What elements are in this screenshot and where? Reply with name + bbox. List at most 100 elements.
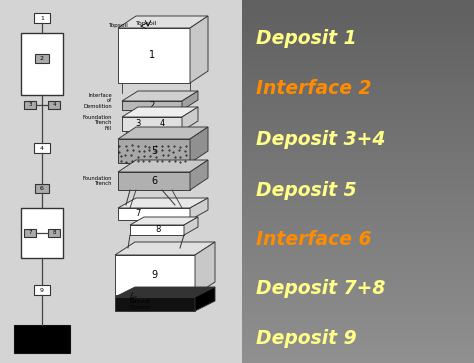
Text: 5: 5 xyxy=(151,146,157,156)
Bar xyxy=(242,93,474,94)
Bar xyxy=(242,76,474,77)
Bar xyxy=(242,59,474,60)
Bar xyxy=(242,295,474,296)
Bar xyxy=(242,173,474,174)
Bar xyxy=(242,217,474,218)
Bar xyxy=(242,64,474,65)
Bar xyxy=(242,21,474,22)
Bar xyxy=(242,84,474,85)
Text: 3: 3 xyxy=(28,102,32,107)
Bar xyxy=(242,285,474,286)
Bar xyxy=(242,83,474,84)
Bar xyxy=(242,204,474,205)
Bar xyxy=(242,44,474,45)
Polygon shape xyxy=(118,160,208,172)
Bar xyxy=(242,322,474,323)
Bar xyxy=(242,32,474,33)
Bar xyxy=(242,341,474,342)
Text: 9: 9 xyxy=(151,270,157,280)
Bar xyxy=(242,19,474,20)
Bar xyxy=(242,319,474,320)
Bar xyxy=(242,339,474,340)
Bar xyxy=(242,256,474,257)
Bar xyxy=(242,286,474,287)
Bar xyxy=(242,267,474,268)
Bar xyxy=(242,179,474,180)
Bar xyxy=(242,46,474,47)
Bar xyxy=(242,152,474,153)
Bar xyxy=(242,171,474,172)
Bar xyxy=(242,54,474,55)
Bar xyxy=(242,73,474,74)
Bar xyxy=(242,324,474,325)
Bar xyxy=(242,144,474,145)
Bar xyxy=(242,197,474,198)
Bar xyxy=(242,215,474,216)
Bar xyxy=(242,137,474,138)
Text: Deposit 3+4: Deposit 3+4 xyxy=(256,130,385,149)
Bar xyxy=(242,185,474,186)
Bar xyxy=(242,312,474,313)
Bar xyxy=(242,127,474,128)
Bar xyxy=(242,65,474,66)
Bar xyxy=(242,261,474,262)
Polygon shape xyxy=(195,242,215,295)
Bar xyxy=(242,191,474,192)
Bar xyxy=(242,242,474,243)
Bar xyxy=(242,158,474,159)
Bar xyxy=(242,88,474,89)
Bar xyxy=(242,290,474,291)
Bar xyxy=(242,251,474,252)
Polygon shape xyxy=(115,297,195,311)
Bar xyxy=(242,265,474,266)
Bar xyxy=(242,167,474,168)
Bar xyxy=(242,213,474,214)
Bar xyxy=(242,90,474,91)
Bar xyxy=(242,95,474,96)
Bar xyxy=(242,355,474,356)
Bar xyxy=(242,5,474,6)
Text: Topsoil: Topsoil xyxy=(136,20,157,25)
Bar xyxy=(242,22,474,23)
Bar xyxy=(242,35,474,36)
Polygon shape xyxy=(190,198,208,220)
Bar xyxy=(242,253,474,254)
Bar xyxy=(242,72,474,73)
Bar xyxy=(242,162,474,163)
Bar xyxy=(242,300,474,301)
Text: 7: 7 xyxy=(28,231,32,236)
Bar xyxy=(242,238,474,239)
Bar xyxy=(242,345,474,346)
Bar xyxy=(242,111,474,112)
Bar xyxy=(242,353,474,354)
Bar xyxy=(242,335,474,336)
Polygon shape xyxy=(182,107,198,131)
Polygon shape xyxy=(118,127,208,139)
Bar xyxy=(242,53,474,54)
Bar xyxy=(242,360,474,361)
Text: 7: 7 xyxy=(135,209,141,219)
Bar xyxy=(242,6,474,7)
Bar xyxy=(242,255,474,256)
Bar xyxy=(242,294,474,295)
Bar xyxy=(242,81,474,82)
Bar xyxy=(242,23,474,24)
Bar xyxy=(242,177,474,178)
Bar xyxy=(242,244,474,245)
Bar xyxy=(242,303,474,304)
Bar xyxy=(242,347,474,348)
Bar xyxy=(242,7,474,8)
Bar xyxy=(242,310,474,311)
Bar xyxy=(242,309,474,310)
Bar xyxy=(242,104,474,105)
Bar xyxy=(242,184,474,185)
Bar xyxy=(242,239,474,240)
Bar xyxy=(242,208,474,209)
Text: 1: 1 xyxy=(149,50,155,60)
Bar xyxy=(242,174,474,175)
Bar xyxy=(242,232,474,233)
Bar xyxy=(34,143,50,153)
Polygon shape xyxy=(122,107,198,117)
Bar xyxy=(242,120,474,121)
Bar xyxy=(242,262,474,263)
